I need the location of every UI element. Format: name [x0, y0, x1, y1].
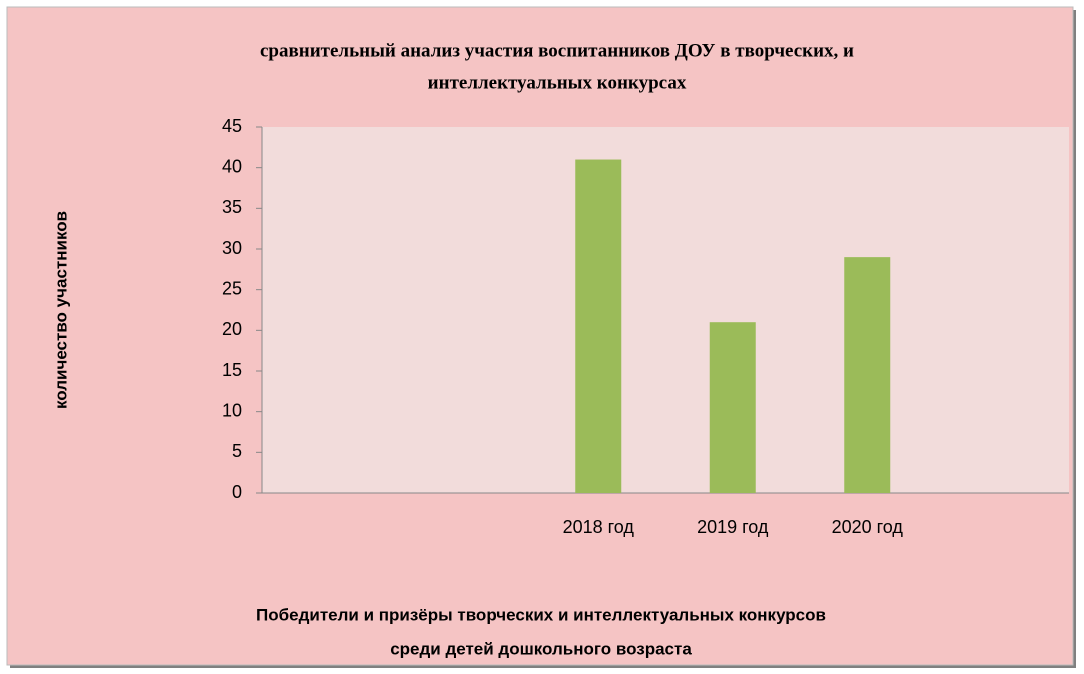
y-tick-label: 40: [222, 156, 242, 176]
y-tick-label: 20: [222, 319, 242, 339]
x-axis-label: Победители и призёры творческих и интелл…: [256, 605, 826, 624]
bar: [844, 257, 891, 493]
x-tick-label: 2019 год: [697, 517, 769, 537]
x-axis-label: среди детей дошкольного возраста: [390, 639, 692, 658]
y-tick-label: 5: [232, 441, 242, 461]
y-tick-label: 30: [222, 238, 242, 258]
y-tick-label: 10: [222, 400, 242, 420]
y-axis-label: количество участников: [51, 211, 70, 409]
chart-title: интеллектуальных конкурсах: [428, 72, 687, 93]
chart-title: сравнительный анализ участия воспитанник…: [260, 40, 854, 61]
x-tick-label: 2018 год: [563, 517, 635, 537]
bar: [709, 322, 756, 493]
y-tick-label: 35: [222, 197, 242, 217]
y-tick-label: 25: [222, 278, 242, 298]
y-tick-label: 45: [222, 116, 242, 136]
plot-area: [262, 127, 1069, 493]
bar: [575, 159, 622, 494]
y-tick-label: 15: [222, 360, 242, 380]
y-tick-label: 0: [232, 482, 242, 502]
x-tick-label: 2020 год: [832, 517, 904, 537]
